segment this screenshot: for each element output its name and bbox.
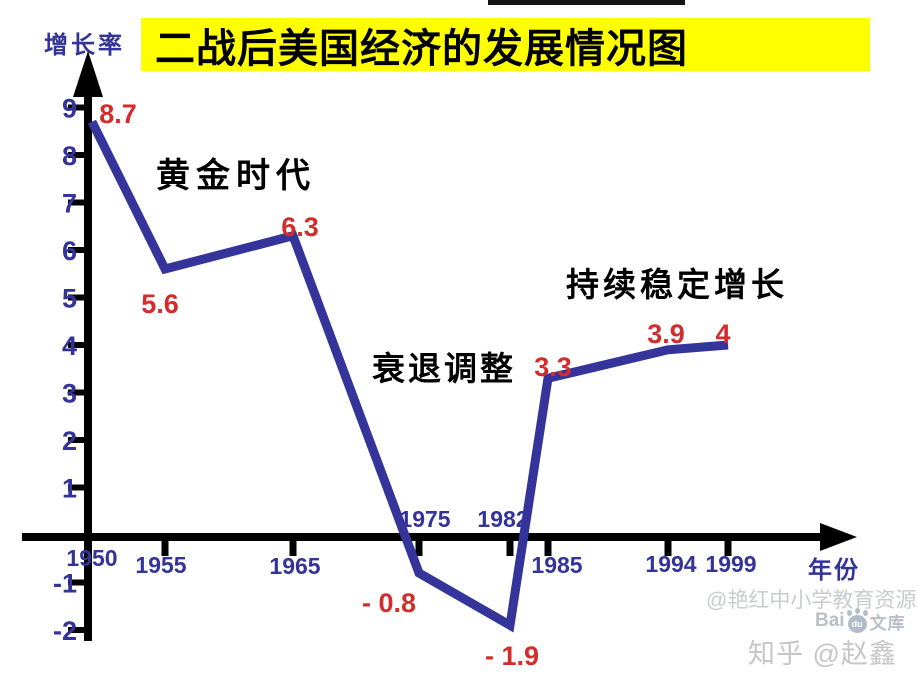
- x-tick-label: 1950: [66, 545, 117, 571]
- watermark-source: @艳红中小学教育资源: [706, 589, 917, 612]
- y-axis-title: 增长率: [44, 32, 125, 59]
- y-tick-mark: [68, 437, 88, 443]
- y-tick-mark: [68, 627, 88, 633]
- y-tick-mark: [68, 247, 88, 253]
- data-point-label: - 0.8: [362, 588, 416, 618]
- y-tick-mark: [68, 152, 88, 158]
- x-axis-arrow-icon: [820, 523, 857, 551]
- y-tick-label: -1: [53, 569, 77, 599]
- y-tick-label: 5: [62, 284, 77, 314]
- y-tick-mark: [68, 104, 88, 111]
- watermark-zhihu: 知乎 @赵鑫: [748, 639, 897, 669]
- x-tick-mark: [724, 537, 732, 556]
- x-tick-label: 1985: [531, 552, 582, 578]
- annotation-golden-age: 黄金时代: [156, 158, 316, 195]
- data-point-label: 6.3: [281, 212, 319, 242]
- x-tick-label: 1955: [135, 552, 186, 578]
- y-tick-label: 3: [62, 379, 77, 409]
- x-tick-mark: [289, 537, 297, 556]
- baidu-paw-icon: du: [846, 607, 869, 633]
- y-tick-label: -2: [53, 616, 77, 646]
- chart-title: 二战后美国经济的发展情况图: [155, 26, 688, 71]
- x-tick-mark: [544, 537, 552, 556]
- y-tick-label: 1: [62, 474, 77, 504]
- y-tick-label: 8: [62, 141, 77, 171]
- data-point-label: 3.9: [647, 319, 685, 349]
- y-axis-line: [84, 91, 92, 641]
- x-tick-mark: [664, 537, 672, 556]
- y-tick-label: 4: [62, 331, 77, 361]
- data-point-label: 8.7: [99, 99, 137, 129]
- x-tick-mark: [161, 537, 169, 556]
- y-tick-mark: [68, 294, 88, 301]
- y-tick-mark: [68, 342, 88, 348]
- data-point-label: 4: [715, 319, 730, 349]
- chart-title-banner: 二战后美国经济的发展情况图: [141, 18, 870, 71]
- x-axis-title: 年份: [808, 557, 860, 584]
- y-tick-mark: [68, 199, 88, 206]
- y-tick-label: 6: [62, 236, 77, 266]
- x-tick-mark: [415, 537, 423, 556]
- baidu-wenku-text: 文库: [869, 613, 906, 633]
- x-tick-label: 1999: [705, 551, 756, 577]
- data-point-label: 5.6: [141, 289, 179, 319]
- annotation-recession-adjustment: 衰退调整: [372, 352, 516, 388]
- baidu-du-text: du: [851, 618, 863, 629]
- top-crop-artifact: [488, 0, 685, 5]
- data-point-label: - 1.9: [485, 641, 539, 671]
- y-tick-label: 7: [62, 189, 77, 219]
- baidu-wenku-logo: Bai du 文库: [815, 607, 906, 634]
- y-tick-mark: [68, 484, 88, 491]
- growth-rate-line: [87, 119, 729, 633]
- x-tick-label: 1994: [645, 551, 696, 577]
- annotation-sustained-stable-growth: 持续稳定增长: [566, 268, 788, 304]
- x-tick-label: 1965: [269, 553, 320, 579]
- x-tick-label: 1975: [399, 506, 450, 532]
- y-axis-arrow-icon: [73, 51, 103, 97]
- y-tick-label: 9: [62, 94, 77, 124]
- y-tick-label: 2: [62, 426, 77, 456]
- baidu-logo-text: Bai: [815, 610, 845, 631]
- data-point-label: 3.3: [534, 352, 572, 382]
- x-tick-mark: [506, 537, 514, 556]
- y-tick-mark: [68, 389, 88, 396]
- x-tick-label: 1982: [477, 506, 528, 532]
- y-tick-mark: [68, 579, 88, 586]
